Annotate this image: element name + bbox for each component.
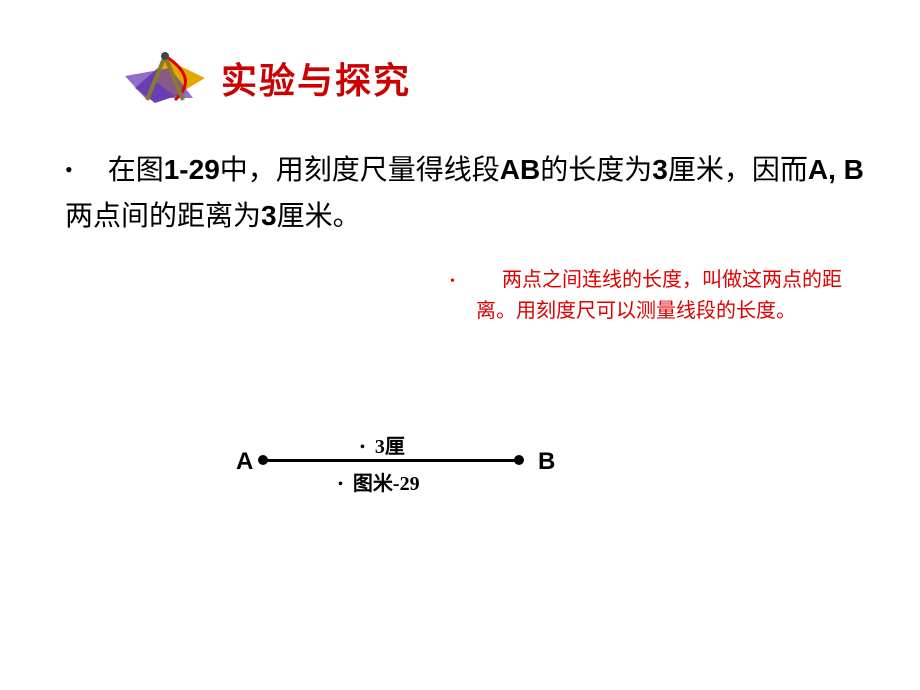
- para-segname: AB: [500, 154, 540, 185]
- header-title: 实验与探究: [221, 52, 411, 104]
- segment-figure: A B • 3厘 • 图米-29: [230, 430, 570, 510]
- para-lenval2: 3: [261, 200, 277, 231]
- header-block: 实验与探究: [115, 48, 411, 108]
- para-lenval: 3: [652, 154, 668, 185]
- bullet-icon: •: [450, 271, 455, 293]
- para-prefix: 在图: [108, 155, 164, 186]
- para-tail2: 厘米。: [277, 201, 361, 232]
- para-figref: 1-29: [164, 154, 220, 185]
- para-tail: 两点间的距离为: [65, 201, 261, 232]
- caption-mid: 米: [373, 473, 393, 495]
- length-text: 3厘: [375, 436, 405, 458]
- definition-text: 两点之间连线的长度，叫做这两点的距离。用刻度尺可以测量线段的长度。: [450, 265, 870, 327]
- endpoint-b: [514, 455, 524, 465]
- bullet-icon: •: [338, 477, 343, 492]
- endpoint-a: [258, 455, 268, 465]
- bullet-icon: •: [65, 148, 73, 192]
- length-label: • 3厘: [360, 430, 405, 459]
- para-unittail: 厘米，因而: [668, 155, 808, 186]
- definition-block: • 两点之间连线的长度，叫做这两点的距离。用刻度尺可以测量线段的长度。: [450, 265, 870, 327]
- caption-num: -29: [393, 473, 420, 495]
- figure-caption: • 图米-29: [338, 467, 420, 496]
- segment-line: [263, 459, 518, 462]
- label-a: A: [236, 448, 253, 476]
- para-mid2: 的长度为: [540, 155, 652, 186]
- compass-protractor-icon: [115, 48, 215, 108]
- para-mid1: 中，用刻度尺量得线段: [220, 155, 500, 186]
- caption-pre: 图: [353, 473, 373, 495]
- main-paragraph: • 在图1-29中，用刻度尺量得线段AB的长度为3厘米，因而A, B两点间的距离…: [65, 148, 870, 240]
- bullet-icon: •: [360, 440, 365, 455]
- label-b: B: [538, 448, 555, 476]
- para-points: A, B: [808, 154, 864, 185]
